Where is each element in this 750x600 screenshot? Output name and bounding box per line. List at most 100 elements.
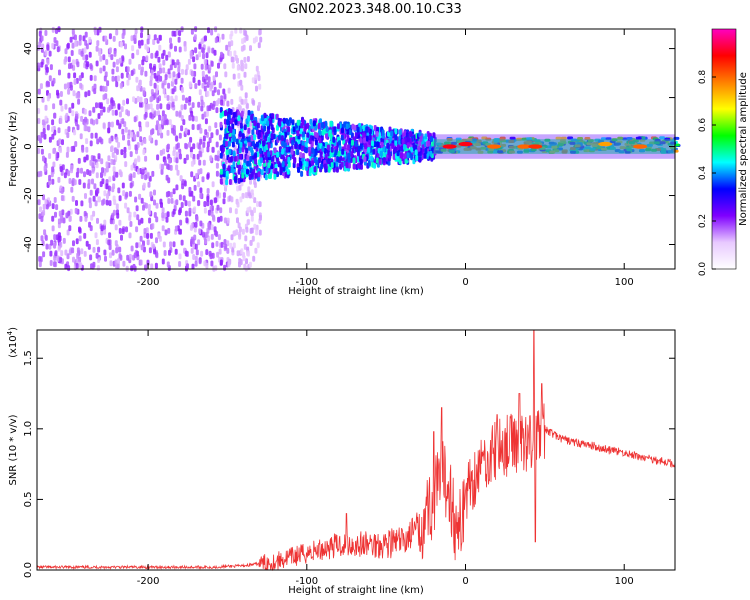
spectrogram-cell: [240, 98, 244, 105]
spectrogram-cell: [102, 94, 106, 101]
spectrogram-cell: [118, 111, 122, 118]
spectrogram-cell: [327, 158, 330, 165]
spectrogram-cell: [58, 138, 62, 145]
spectrogram-cell: [74, 207, 78, 214]
spectrogram-cell: [38, 41, 42, 48]
spectrogram-cell: [162, 88, 166, 95]
spectrogram-cell: [246, 56, 250, 62]
spectrogram-cell: [44, 104, 48, 111]
spectrogram-cell: [373, 141, 377, 148]
spectrogram-cell: [239, 79, 243, 86]
spectrogram-cell: [351, 139, 354, 146]
spectrogram-cell: [94, 232, 98, 239]
spectrogram-cell: [398, 129, 402, 136]
spectrogram-cell: [89, 189, 93, 196]
spectrogram-cell: [79, 215, 83, 222]
spectrogram-cell: [243, 168, 247, 175]
spectrogram-cell: [219, 121, 223, 128]
spectrogram-cell: [285, 146, 289, 153]
spectrogram-cell: [80, 167, 83, 174]
spectrogram-cell: [203, 201, 207, 207]
spectrogram-cell: [291, 139, 295, 146]
spectrogram-cell: [124, 43, 127, 50]
spectrogram-cell: [188, 81, 192, 88]
spectrogram-cell: [71, 42, 75, 49]
spectrogram-cell: [117, 187, 121, 194]
spectrogram-cell: [185, 64, 189, 71]
spectrogram-cell: [326, 144, 330, 151]
spectrogram-cell: [76, 167, 80, 174]
spectrogram-cell: [188, 96, 192, 102]
spectrogram-cell: [153, 199, 156, 206]
spectrogram-cell: [202, 135, 206, 142]
spectrogram-cell: [282, 117, 286, 124]
spectrogram-cell: [246, 168, 249, 175]
spectrogram-cell: [197, 101, 201, 108]
spectrogram-cell: [178, 30, 182, 37]
spectrogram-cell: [66, 253, 70, 260]
spectrogram-cell: [96, 265, 100, 271]
spectrogram-cell: [192, 254, 196, 260]
spectrogram-cell: [131, 45, 135, 52]
spectrogram-cell: [245, 102, 249, 109]
spectrogram-cell: [194, 260, 198, 267]
spectrogram-cell: [118, 123, 122, 130]
spectrogram-cell: [82, 182, 86, 189]
spectrogram-cell: [69, 208, 73, 215]
spectrogram-cell: [172, 208, 176, 215]
spectrogram-cell: [301, 119, 305, 126]
spectrogram-cell: [84, 215, 88, 222]
spectrogram-cell: [118, 246, 122, 253]
spectrogram-cell: [83, 156, 87, 163]
spectrogram-cell: [210, 210, 214, 217]
spectrogram-cell: [69, 81, 73, 88]
spectrogram-cell: [243, 243, 247, 250]
spectrogram-cell: [200, 250, 204, 257]
spectrogram-cell: [161, 212, 165, 219]
spectrogram-cell: [255, 141, 259, 148]
spectrogram-cell: [75, 77, 79, 84]
spectrogram-cell: [83, 108, 87, 115]
spectrogram-cell: [222, 198, 226, 205]
spectrogram-cell: [128, 232, 132, 239]
spectrogram-cell: [267, 162, 271, 169]
spectrogram-y-tick-label: -20: [23, 187, 34, 203]
spectrogram-cell: [161, 225, 165, 232]
spectrogram-cell: [263, 125, 267, 132]
spectrogram-cell: [75, 113, 79, 120]
spectrogram-cell: [187, 58, 191, 65]
spectrogram-cell: [231, 56, 235, 63]
spectrogram-cell: [299, 160, 302, 167]
spectrogram-cell: [257, 171, 261, 178]
spectrogram-cell: [44, 115, 48, 122]
spectrogram-hotspot: [487, 144, 502, 149]
spectrogram-cell: [219, 112, 223, 119]
spectrogram-cell: [139, 96, 143, 103]
snr-y-tick-label: 1.0: [23, 421, 34, 437]
spectrogram-cell: [406, 142, 410, 149]
spectrogram-cell: [83, 250, 87, 257]
spectrogram-cell: [142, 90, 146, 97]
spectrogram-cell: [255, 229, 259, 236]
spectrogram-cell: [130, 164, 134, 171]
spectrogram-cell: [306, 132, 310, 139]
spectrogram-cell: [137, 155, 141, 162]
spectrogram-cell: [81, 146, 85, 153]
spectrogram-cell: [178, 194, 182, 201]
spectrogram-cell: [251, 77, 255, 84]
spectrogram-cell: [347, 157, 351, 164]
spectrogram-cell: [183, 103, 187, 110]
spectrogram-cell: [206, 173, 210, 180]
spectrogram-cell: [246, 250, 250, 257]
spectrogram-cell: [417, 145, 421, 152]
spectrogram-cell: [356, 126, 360, 133]
colorbar-tick-label: 0.0: [698, 262, 708, 277]
spectrogram-cell: [365, 135, 369, 142]
spectrogram-cell: [218, 248, 222, 255]
spectrogram-cell: [49, 260, 53, 266]
spectrogram-cell: [59, 91, 63, 97]
spectrogram-cell: [88, 197, 92, 204]
spectrogram-cell: [39, 137, 43, 144]
spectrogram-cell: [205, 249, 209, 256]
